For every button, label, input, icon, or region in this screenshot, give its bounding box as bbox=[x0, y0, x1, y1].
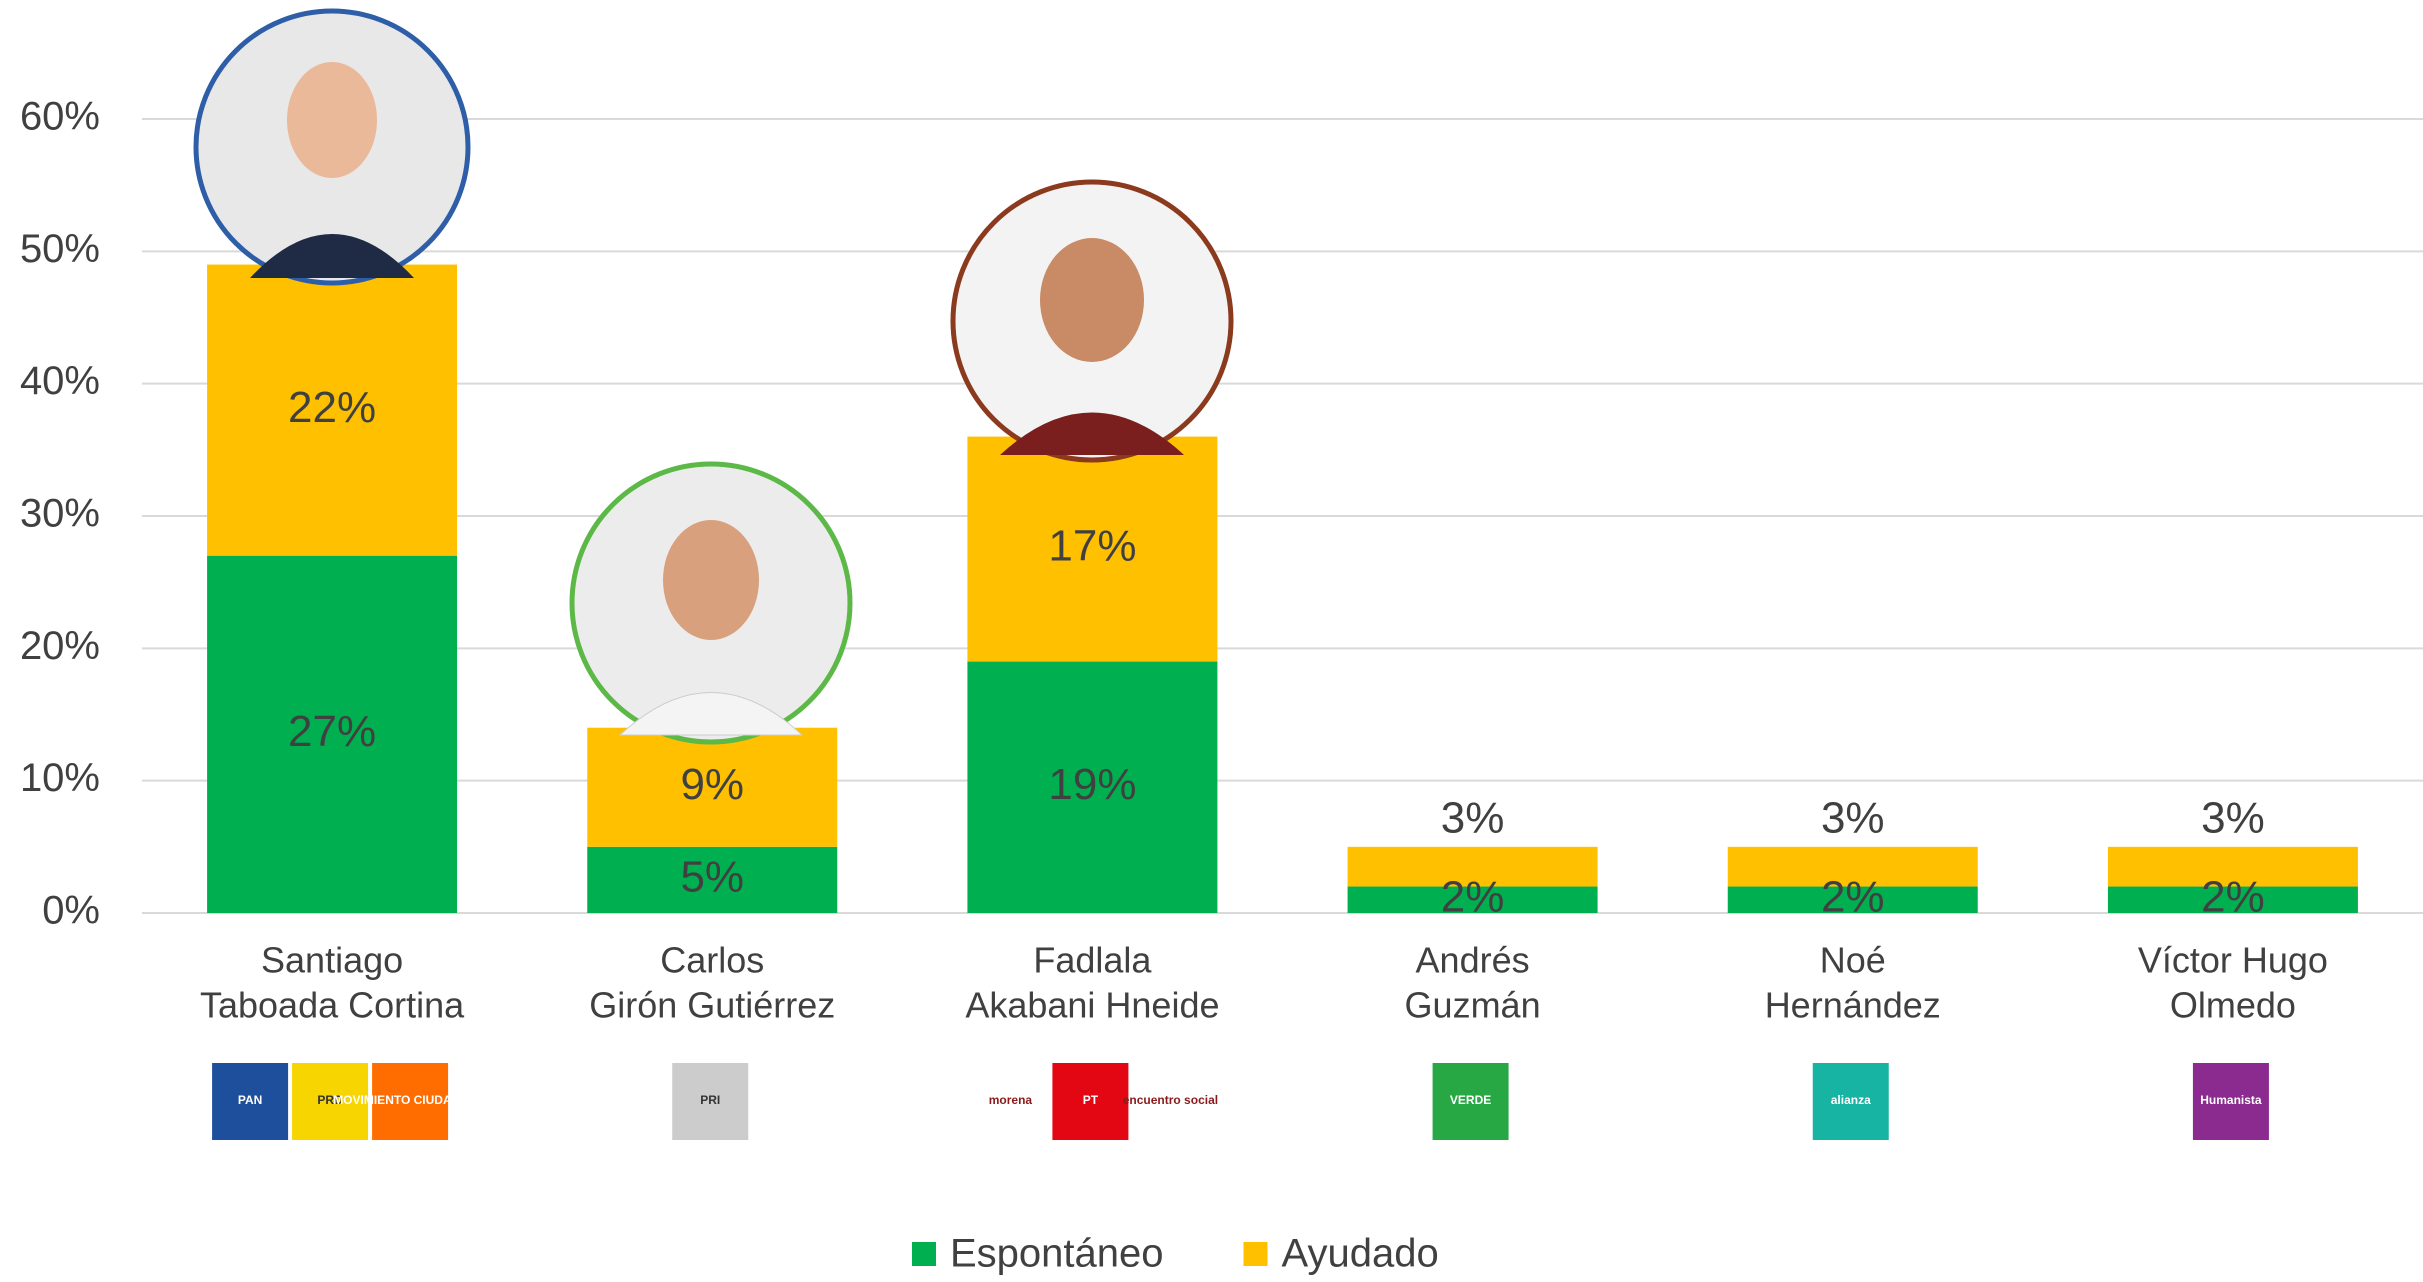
party-logo-text: alianza bbox=[1831, 1093, 1871, 1107]
y-tick-label: 50% bbox=[20, 227, 100, 271]
party-logo-text: MOVIMIENTO CIUDADANO bbox=[333, 1093, 487, 1107]
y-tick-label: 20% bbox=[20, 624, 100, 668]
legend-label: Ayudado bbox=[1282, 1232, 1439, 1276]
value-label: 5% bbox=[680, 853, 744, 902]
x-tick-label: Víctor Hugo bbox=[2138, 940, 2328, 981]
value-label: 19% bbox=[1048, 760, 1136, 809]
y-tick-label: 30% bbox=[20, 492, 100, 536]
party-logo-text: morena bbox=[989, 1093, 1033, 1107]
value-label: 3% bbox=[1821, 793, 1885, 842]
x-tick-label: Carlos bbox=[660, 940, 764, 981]
party-logo-text: encuentro social bbox=[1123, 1093, 1218, 1107]
value-label: 2% bbox=[1821, 872, 1885, 921]
x-tick-label: Noé bbox=[1820, 940, 1886, 981]
value-label: 22% bbox=[288, 383, 376, 432]
value-label: 17% bbox=[1048, 522, 1136, 571]
x-tick-label: Akabani Hneide bbox=[965, 985, 1219, 1026]
x-tick-label: Hernández bbox=[1765, 985, 1941, 1026]
photo bbox=[572, 464, 850, 742]
x-tick-label: Olmedo bbox=[2170, 985, 2296, 1026]
y-tick-label: 10% bbox=[20, 756, 100, 800]
x-tick-label: Guzmán bbox=[1405, 985, 1541, 1026]
photo bbox=[953, 182, 1231, 460]
y-tick-label: 60% bbox=[20, 95, 100, 139]
value-label: 2% bbox=[2201, 872, 2265, 921]
value-label: 2% bbox=[1441, 872, 1505, 921]
x-tick-label: Taboada Cortina bbox=[200, 985, 465, 1026]
y-tick-label: 40% bbox=[20, 359, 100, 403]
chart: 0% 10% 20% 30% 40% 50% 60% SantiagoTaboada Cort… bbox=[0, 0, 2423, 1282]
party-logo-text: Humanista bbox=[2200, 1093, 2262, 1107]
legend-swatch bbox=[1244, 1242, 1268, 1266]
x-tick-label: Andrés bbox=[1416, 940, 1530, 981]
legend-swatch bbox=[912, 1242, 936, 1266]
value-label: 9% bbox=[680, 760, 744, 809]
value-label: 27% bbox=[288, 707, 376, 756]
x-tick-label: Girón Gutiérrez bbox=[589, 985, 835, 1026]
photo bbox=[196, 11, 468, 283]
value-label: 3% bbox=[1441, 793, 1505, 842]
party-logo-text: PAN bbox=[238, 1093, 262, 1107]
party-logo-text: VERDE bbox=[1450, 1093, 1491, 1107]
value-label: 3% bbox=[2201, 793, 2265, 842]
x-tick-label: Fadlala bbox=[1033, 940, 1152, 981]
x-tick-label: Santiago bbox=[261, 940, 403, 981]
party-logo-text: PT bbox=[1083, 1093, 1099, 1107]
party-logo-text: PRI bbox=[700, 1093, 720, 1107]
legend-label: Espontáneo bbox=[950, 1232, 1164, 1276]
y-tick-label: 0% bbox=[42, 889, 100, 933]
